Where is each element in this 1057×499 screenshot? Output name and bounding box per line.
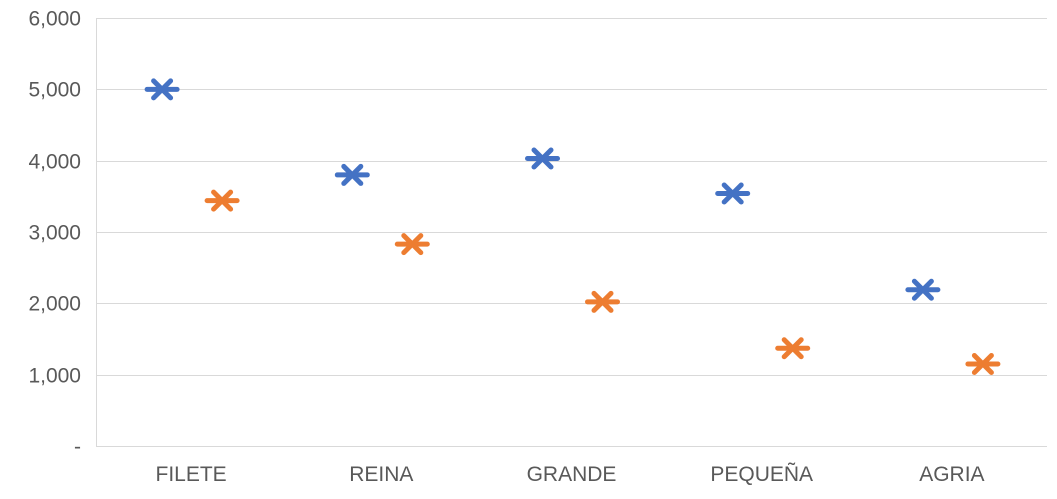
data-point (965, 352, 1001, 375)
gridlines (96, 18, 1047, 376)
y-tick-label: - (74, 436, 81, 459)
data-point (585, 290, 620, 313)
y-tick-label: 4,000 (28, 151, 81, 174)
x-tick-labels: FILETE REINA GRANDE PEQUEÑA AGRIA (156, 462, 985, 486)
x-tick-label: GRANDE (527, 463, 617, 486)
data-point (775, 337, 811, 360)
y-tick-label: 3,000 (28, 222, 81, 245)
x-tick-label: AGRIA (919, 463, 984, 486)
axes (96, 18, 1047, 447)
data-point (525, 147, 560, 170)
y-tick-label: 1,000 (28, 365, 81, 388)
data-point (394, 233, 430, 256)
data-point (905, 278, 941, 301)
y-tick-label: 6,000 (28, 8, 81, 31)
y-tick-labels: - 1,000 2,000 3,000 4,000 5,000 6,000 (28, 8, 81, 459)
data-point (144, 78, 180, 101)
data-point (715, 182, 751, 205)
x-tick-label: PEQUEÑA (710, 462, 813, 486)
x-tick-label: REINA (349, 463, 413, 486)
data-point (334, 163, 370, 186)
y-tick-label: 2,000 (28, 293, 81, 316)
x-tick-label: FILETE (156, 463, 227, 486)
data-markers (144, 78, 1001, 375)
y-tick-label: 5,000 (28, 79, 81, 102)
data-point (204, 189, 240, 212)
